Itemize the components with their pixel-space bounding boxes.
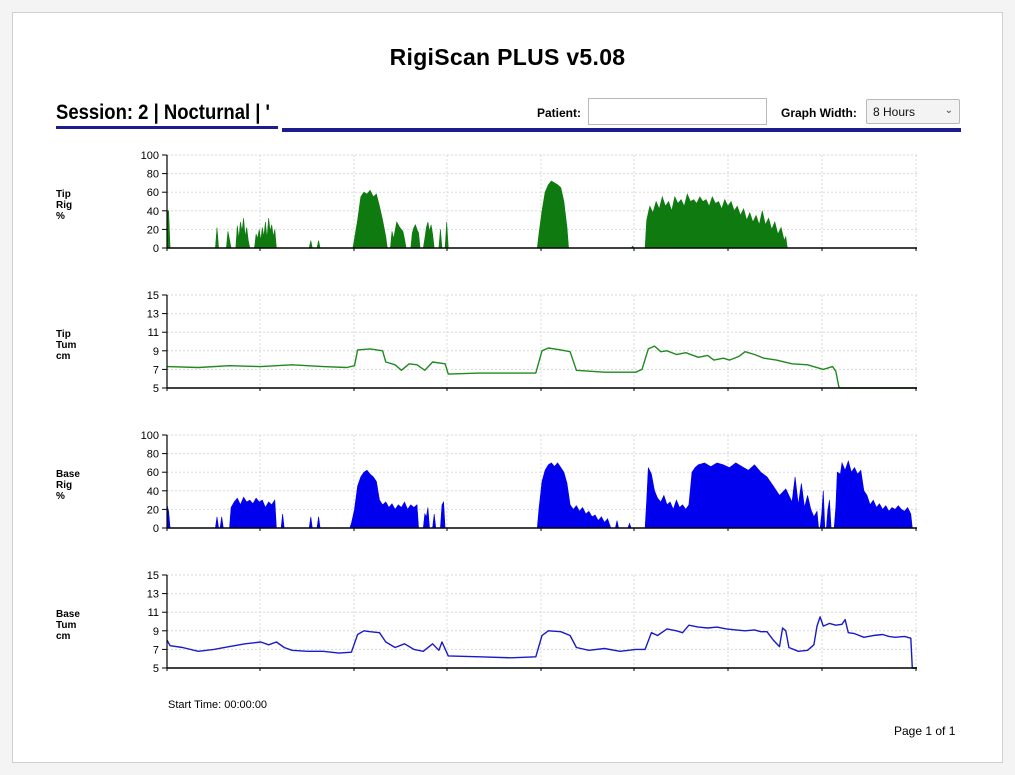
page-number: Page 1 of 1	[894, 724, 956, 738]
plot-2-ytick-label: 20	[147, 504, 159, 516]
plot-1-ytick-label: 11	[148, 327, 159, 339]
graph-width-value: 8 Hours	[873, 105, 916, 119]
plot-0-ytick-label: 40	[147, 206, 159, 218]
plot-3-line	[166, 616, 917, 669]
plot-0-ytick-label: 80	[147, 169, 159, 181]
header-divider	[282, 128, 961, 132]
plot-2-ytick-label: 80	[147, 449, 159, 461]
plot-0-ytick-label: 20	[147, 224, 159, 236]
plot-2-ytick-label: 0	[153, 523, 159, 535]
plot-0-ylabel: %	[56, 211, 65, 222]
report-title: RigiScan PLUS v5.08	[389, 44, 626, 70]
plot-2-ytick-label: 60	[147, 467, 159, 479]
plot-1-ylabel: Tip	[56, 329, 71, 340]
graph-width-label: Graph Width:	[781, 106, 857, 120]
session-label: Session: 2 | Nocturnal | '	[56, 101, 270, 124]
plot-3-background	[167, 575, 917, 668]
patient-input[interactable]	[588, 98, 767, 125]
plot-0-ytick-label: 60	[147, 187, 159, 199]
session-underline	[56, 126, 278, 129]
plot-2-ylabel: %	[56, 491, 65, 502]
plot-1-ytick-label: 5	[153, 383, 159, 395]
plot-0-ytick-label: 0	[153, 243, 159, 255]
graph-width-select[interactable]: 8 Hours ⌄	[866, 99, 960, 124]
plot-1-ylabel: cm	[56, 351, 71, 362]
plot-1-ylabel: Tum	[56, 340, 76, 351]
plot-0-ylabel: Tip	[56, 189, 71, 200]
plot-3-ylabel: Base	[56, 609, 80, 620]
plot-2-ytick-label: 100	[141, 430, 159, 442]
plot-3-ylabel: Tum	[56, 620, 76, 631]
plot-3-ytick-label: 9	[153, 626, 159, 638]
plot-3-ytick-label: 5	[153, 663, 159, 675]
plot-2-ylabel: Base	[56, 469, 80, 480]
start-time: Start Time: 00:00:00	[168, 699, 268, 711]
plot-1-background	[167, 295, 917, 388]
plot-1-ytick-label: 9	[153, 346, 159, 358]
plot-3-ytick-label: 11	[148, 607, 159, 619]
plot-1-ytick-label: 7	[153, 364, 159, 376]
plot-0-area	[166, 180, 917, 249]
plot-2-ytick-label: 40	[147, 486, 159, 498]
plot-3-ytick-label: 15	[147, 570, 159, 582]
plot-0-ytick-label: 100	[141, 150, 159, 162]
patient-label: Patient:	[537, 106, 582, 120]
plot-3-ytick-label: 13	[147, 589, 159, 601]
plot-0-ylabel: Rig	[56, 200, 72, 211]
plot-1-ytick-label: 13	[147, 309, 159, 321]
plot-1-ytick-label: 15	[147, 290, 159, 302]
plot-3-ytick-label: 7	[153, 644, 159, 656]
chevron-down-icon: ⌄	[944, 105, 953, 116]
plot-1-line	[166, 345, 917, 389]
plot-2-ylabel: Rig	[56, 480, 72, 491]
plot-3-ylabel: cm	[56, 631, 71, 642]
